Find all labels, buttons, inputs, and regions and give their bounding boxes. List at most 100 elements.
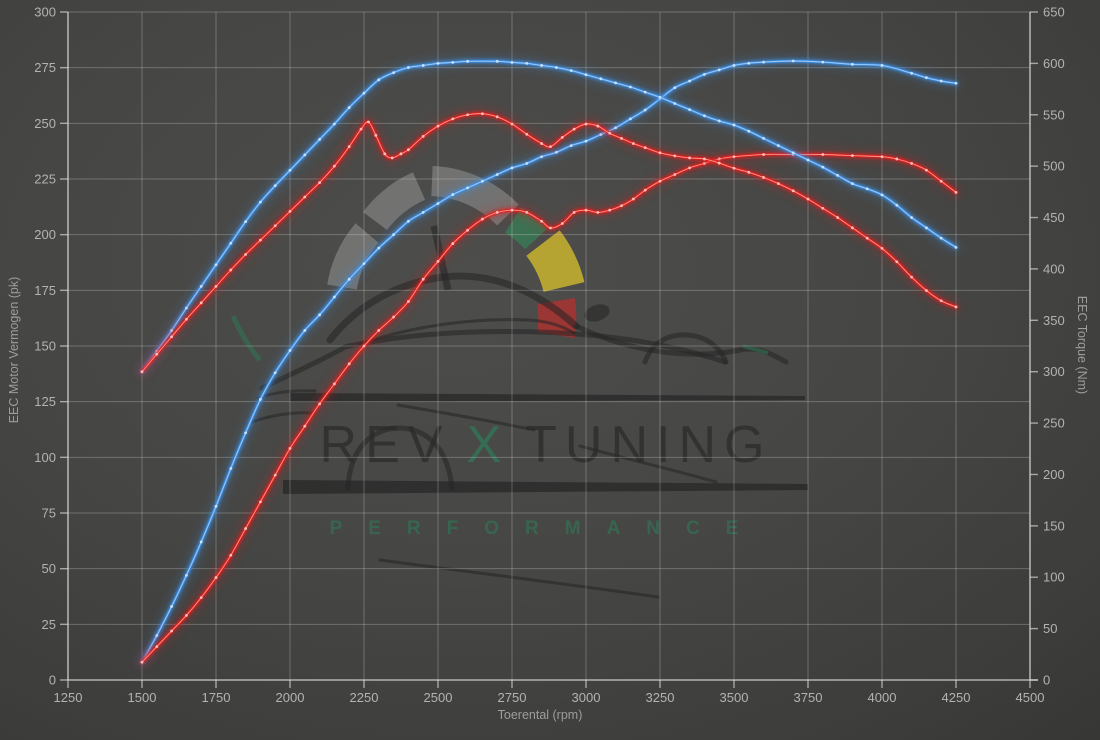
data-point-power_blue	[155, 634, 159, 637]
data-point-power_red	[525, 211, 529, 214]
data-point-torque_blue	[614, 81, 617, 85]
data-point-torque_blue	[510, 60, 514, 64]
y-right-tick-label: 450	[1043, 210, 1065, 225]
data-point-torque_red	[481, 112, 484, 116]
data-point-power_red	[170, 629, 174, 633]
gauge-icon	[327, 166, 585, 338]
data-point-torque_blue	[377, 78, 381, 82]
data-point-torque_red	[421, 134, 425, 138]
data-point-torque_blue	[407, 66, 410, 69]
data-point-torque_red	[244, 253, 248, 256]
x-tick-label: 3000	[572, 690, 601, 705]
data-point-torque_red	[658, 151, 662, 155]
series-power_red	[137, 149, 961, 667]
brand-subtitle: PERFORMANCE	[330, 518, 765, 539]
data-point-power_red	[821, 153, 825, 156]
x-tick-label: 3750	[794, 690, 823, 705]
data-point-power_red	[347, 362, 351, 366]
green-accent-front	[230, 314, 262, 362]
data-point-power_red	[939, 179, 943, 183]
data-point-torque_red	[865, 236, 869, 240]
y-right-tick-label: 150	[1043, 518, 1065, 533]
car-speed-line	[378, 558, 660, 599]
data-point-torque_red	[347, 145, 351, 149]
brand-bar-top	[290, 393, 805, 402]
data-point-torque_blue	[199, 284, 203, 288]
data-point-power_red	[451, 242, 455, 245]
car-rear-wheel-arch	[642, 332, 729, 365]
data-point-torque_blue	[318, 138, 321, 141]
data-point-power_blue	[436, 202, 440, 205]
data-point-power_red	[851, 154, 854, 158]
data-point-torque_red	[762, 176, 765, 179]
data-point-power_red	[549, 226, 552, 230]
y-right-tick-label: 400	[1043, 261, 1065, 276]
data-point-torque_red	[584, 122, 588, 126]
y-left-tick-label: 300	[34, 5, 56, 20]
data-point-power_red	[954, 190, 958, 194]
y-left-tick-label: 275	[34, 60, 56, 75]
data-point-power_red	[620, 204, 623, 208]
data-point-power_blue	[584, 139, 588, 143]
y-left-tick-label: 200	[34, 227, 56, 242]
data-point-torque_blue	[851, 182, 854, 186]
data-point-power_blue	[555, 150, 558, 154]
data-point-power_red	[140, 660, 144, 664]
data-point-power_red	[229, 553, 233, 557]
data-point-power_blue	[732, 64, 736, 67]
data-point-torque_red	[407, 148, 410, 152]
data-point-power_blue	[185, 573, 188, 577]
data-point-power_blue	[821, 60, 825, 64]
data-point-power_blue	[392, 233, 395, 237]
data-point-power_blue	[333, 295, 336, 299]
data-point-torque_red	[510, 122, 514, 126]
data-point-torque_red	[895, 260, 899, 264]
data-point-torque_blue	[762, 137, 765, 140]
data-point-torque_blue	[421, 64, 425, 67]
data-point-torque_red	[791, 189, 795, 193]
y-left-tick-label: 25	[42, 617, 56, 632]
data-point-torque_blue	[939, 236, 943, 240]
gauge-green-segment	[504, 207, 547, 250]
series-torque_blue	[137, 56, 961, 377]
data-point-torque_blue	[629, 85, 632, 89]
data-point-torque_blue	[303, 153, 307, 157]
watermark-logo: REV X TUNING PERFORMANCE	[230, 166, 808, 599]
green-accent-rear	[742, 344, 769, 355]
data-point-torque_blue	[836, 174, 839, 177]
y-right-tick-label: 550	[1043, 107, 1065, 122]
data-point-torque_blue	[259, 200, 262, 204]
brand-bar-bottom	[283, 480, 808, 494]
car-lower-line	[578, 444, 718, 484]
data-point-power_red	[560, 222, 564, 225]
data-point-torque_red	[836, 216, 839, 219]
data-point-power_red	[244, 527, 248, 530]
data-point-torque_red	[359, 127, 363, 131]
data-point-torque_blue	[821, 165, 825, 169]
car-mirror	[584, 304, 610, 322]
data-point-power_red	[596, 211, 600, 214]
data-point-torque_blue	[599, 77, 603, 81]
data-point-torque_blue	[717, 119, 721, 123]
axes: 0 25 50 75 100 125 150 175 200 225 250 275 300 1250 15…	[34, 5, 1064, 706]
x-tick-label: 2000	[276, 690, 305, 705]
data-point-power_red	[510, 208, 514, 212]
x-tick-label: 4000	[868, 690, 897, 705]
data-point-torque_red	[303, 195, 307, 199]
data-point-torque_red	[777, 182, 780, 186]
series-power_blue	[137, 56, 961, 667]
y-axis-right-title: EEC Torque (Nm)	[1075, 296, 1089, 394]
data-point-power_red	[436, 259, 440, 263]
y-right-tick-label: 600	[1043, 56, 1065, 71]
data-point-power_red	[895, 157, 899, 161]
y-left-tick-label: 175	[34, 283, 56, 298]
data-point-torque_red	[954, 305, 958, 309]
data-point-power_red	[466, 228, 469, 232]
data-point-torque_red	[374, 133, 378, 137]
data-point-power_blue	[259, 398, 262, 401]
data-point-power_red	[688, 166, 691, 170]
data-point-power_red	[421, 277, 425, 281]
data-point-power_blue	[791, 59, 795, 63]
data-point-power_blue	[170, 605, 174, 608]
data-point-power_red	[643, 188, 647, 192]
